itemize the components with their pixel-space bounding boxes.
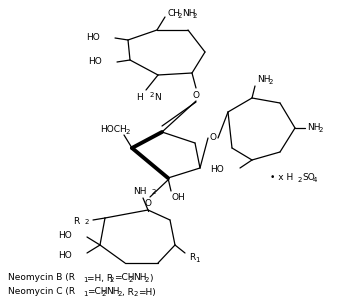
Text: N: N <box>154 92 161 102</box>
Text: CH: CH <box>167 10 180 18</box>
Text: =H, R: =H, R <box>87 274 113 282</box>
Text: 2: 2 <box>134 291 138 297</box>
Text: 2: 2 <box>126 128 130 135</box>
Text: H: H <box>136 92 143 102</box>
Text: • x H: • x H <box>270 173 293 183</box>
Text: NH: NH <box>133 274 147 282</box>
Text: 2: 2 <box>152 189 156 196</box>
Text: 1: 1 <box>195 257 199 262</box>
Text: 2: 2 <box>269 79 273 84</box>
Text: ): ) <box>149 274 153 282</box>
Text: NH: NH <box>307 124 321 132</box>
Text: 2: 2 <box>193 13 197 18</box>
Text: HO: HO <box>88 58 102 67</box>
Text: HOCH: HOCH <box>100 125 127 135</box>
Text: =H): =H) <box>138 287 156 297</box>
Text: 2: 2 <box>145 277 149 283</box>
Text: =CH: =CH <box>114 274 134 282</box>
Text: 2: 2 <box>319 127 323 132</box>
Text: 2: 2 <box>118 291 122 297</box>
Text: NH: NH <box>106 287 119 297</box>
Text: NH: NH <box>182 10 196 18</box>
Text: 4: 4 <box>313 177 317 183</box>
Text: 2: 2 <box>110 277 114 283</box>
Text: =CH: =CH <box>87 287 107 297</box>
Text: NH: NH <box>257 75 271 84</box>
Text: NH: NH <box>133 187 147 196</box>
Text: 2: 2 <box>129 277 133 283</box>
Text: O: O <box>210 133 217 143</box>
Text: 2: 2 <box>150 92 154 98</box>
Text: , R: , R <box>122 287 134 297</box>
Text: HO: HO <box>58 230 72 240</box>
Text: O: O <box>145 200 152 209</box>
Text: R: R <box>73 217 79 225</box>
Text: HO: HO <box>210 165 224 175</box>
Text: 2: 2 <box>85 220 89 225</box>
Text: R: R <box>189 253 195 262</box>
Text: O: O <box>193 91 200 99</box>
Text: Neomycin B (R: Neomycin B (R <box>8 274 75 282</box>
Text: 2: 2 <box>178 13 182 18</box>
Text: 1: 1 <box>83 277 88 283</box>
Text: 2: 2 <box>298 177 302 183</box>
Text: 1: 1 <box>83 291 88 297</box>
Text: HO: HO <box>86 34 100 43</box>
Text: HO: HO <box>58 250 72 260</box>
Text: Neomycin C (R: Neomycin C (R <box>8 287 75 297</box>
Text: 2: 2 <box>102 291 106 297</box>
Text: OH: OH <box>171 192 185 201</box>
Text: SO: SO <box>302 173 315 183</box>
